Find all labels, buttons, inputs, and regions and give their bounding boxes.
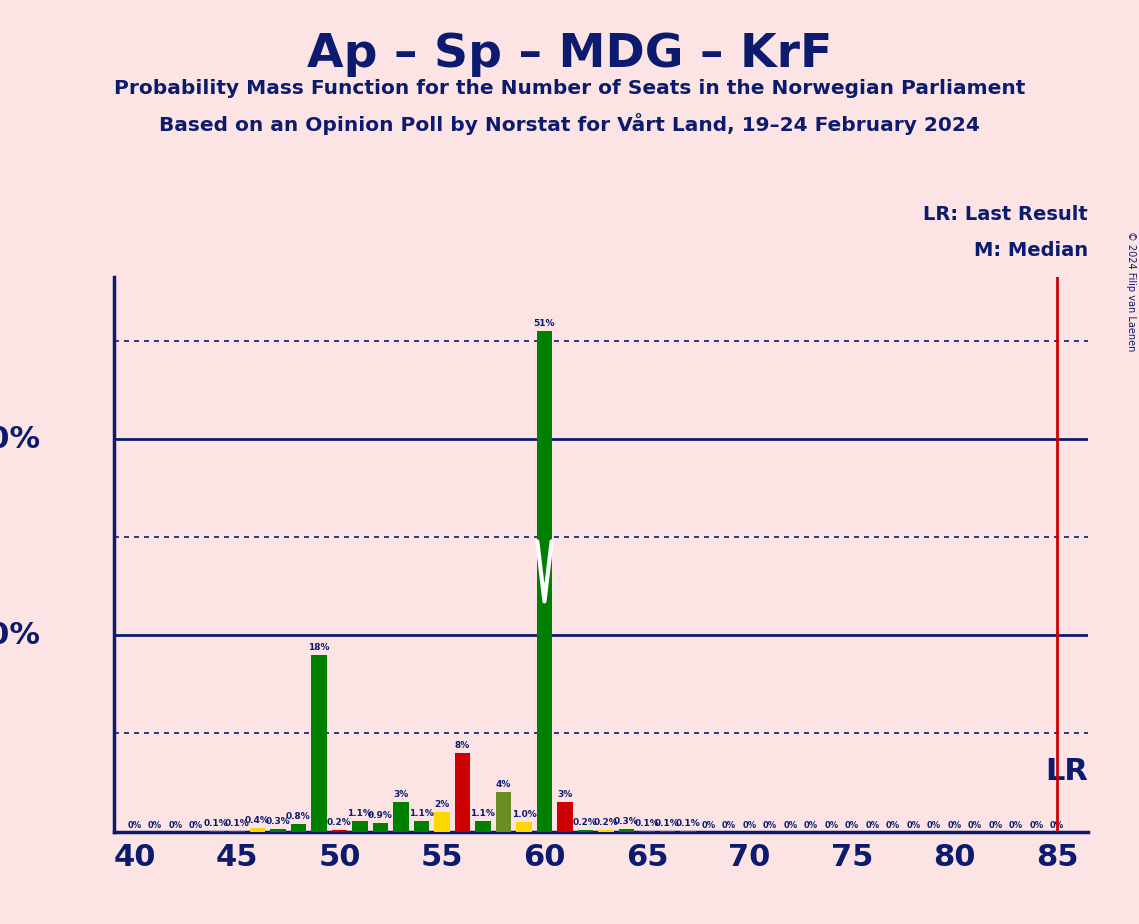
Text: Probability Mass Function for the Number of Seats in the Norwegian Parliament: Probability Mass Function for the Number… bbox=[114, 79, 1025, 98]
Text: 0%: 0% bbox=[866, 821, 879, 830]
Text: 0%: 0% bbox=[845, 821, 859, 830]
Text: 0%: 0% bbox=[804, 821, 818, 830]
Text: 0.1%: 0.1% bbox=[224, 819, 249, 828]
Text: 0.1%: 0.1% bbox=[634, 819, 659, 828]
Text: 0%: 0% bbox=[148, 821, 162, 830]
Text: 1.0%: 1.0% bbox=[511, 809, 536, 819]
Text: 20%: 20% bbox=[0, 621, 41, 650]
Text: 51%: 51% bbox=[534, 319, 555, 328]
Bar bbox=[393, 802, 409, 832]
Text: 0.3%: 0.3% bbox=[265, 817, 290, 826]
Text: 1.1%: 1.1% bbox=[470, 808, 495, 818]
Bar bbox=[208, 831, 224, 832]
Text: 0%: 0% bbox=[743, 821, 756, 830]
Bar bbox=[311, 655, 327, 832]
Text: 0.3%: 0.3% bbox=[614, 817, 639, 826]
Text: 0%: 0% bbox=[886, 821, 900, 830]
Text: 4%: 4% bbox=[495, 781, 511, 789]
Text: 18%: 18% bbox=[309, 643, 329, 652]
Text: Based on an Opinion Poll by Norstat for Vårt Land, 19–24 February 2024: Based on an Opinion Poll by Norstat for … bbox=[159, 113, 980, 135]
Text: 3%: 3% bbox=[393, 790, 409, 799]
Text: © 2024 Filip van Laenen: © 2024 Filip van Laenen bbox=[1126, 231, 1136, 351]
Text: 0%: 0% bbox=[989, 821, 1002, 830]
Bar bbox=[331, 830, 347, 832]
Bar bbox=[290, 824, 306, 832]
Bar bbox=[229, 831, 245, 832]
Bar bbox=[372, 822, 388, 832]
Text: 0.9%: 0.9% bbox=[368, 811, 393, 820]
Bar bbox=[270, 829, 286, 832]
Text: 0.1%: 0.1% bbox=[204, 819, 229, 828]
Bar bbox=[434, 812, 450, 832]
Text: 0%: 0% bbox=[825, 821, 838, 830]
Bar bbox=[639, 831, 655, 832]
Bar bbox=[475, 821, 491, 832]
Text: 0.1%: 0.1% bbox=[655, 819, 680, 828]
Text: 0%: 0% bbox=[968, 821, 982, 830]
Text: 0%: 0% bbox=[763, 821, 777, 830]
Text: LR: LR bbox=[1044, 757, 1088, 785]
Text: 0.8%: 0.8% bbox=[286, 812, 311, 821]
Text: 1.1%: 1.1% bbox=[409, 808, 434, 818]
Text: 0%: 0% bbox=[907, 821, 920, 830]
Text: 40%: 40% bbox=[0, 425, 41, 454]
Text: 0%: 0% bbox=[722, 821, 736, 830]
Bar bbox=[249, 828, 265, 832]
Text: 0.2%: 0.2% bbox=[593, 818, 618, 827]
Text: 0%: 0% bbox=[1050, 821, 1064, 830]
Bar bbox=[680, 831, 696, 832]
Text: 0.1%: 0.1% bbox=[675, 819, 700, 828]
Text: 1.1%: 1.1% bbox=[347, 808, 372, 818]
Text: 0%: 0% bbox=[927, 821, 941, 830]
Bar bbox=[495, 793, 511, 832]
Text: 0%: 0% bbox=[169, 821, 182, 830]
Bar bbox=[618, 829, 634, 832]
Bar bbox=[598, 830, 614, 832]
Text: M: Median: M: Median bbox=[974, 241, 1088, 261]
Text: 0.2%: 0.2% bbox=[573, 818, 598, 827]
Bar bbox=[413, 821, 429, 832]
Text: 0%: 0% bbox=[702, 821, 715, 830]
Text: 3%: 3% bbox=[557, 790, 573, 799]
Text: 0%: 0% bbox=[784, 821, 797, 830]
Text: 0%: 0% bbox=[948, 821, 961, 830]
Text: 0%: 0% bbox=[128, 821, 141, 830]
Text: Ap – Sp – MDG – KrF: Ap – Sp – MDG – KrF bbox=[306, 32, 833, 78]
Bar bbox=[516, 821, 532, 832]
Text: LR: Last Result: LR: Last Result bbox=[923, 205, 1088, 225]
Text: 2%: 2% bbox=[434, 800, 450, 809]
Bar bbox=[352, 821, 368, 832]
Text: 0.2%: 0.2% bbox=[327, 818, 352, 827]
Text: 8%: 8% bbox=[454, 741, 470, 750]
Bar bbox=[454, 753, 470, 832]
Text: 0%: 0% bbox=[189, 821, 203, 830]
Bar bbox=[659, 831, 675, 832]
Bar bbox=[557, 802, 573, 832]
Text: 0.4%: 0.4% bbox=[245, 816, 270, 825]
Text: 0%: 0% bbox=[1030, 821, 1043, 830]
Text: 0%: 0% bbox=[1009, 821, 1023, 830]
Bar bbox=[577, 830, 593, 832]
Bar bbox=[536, 331, 552, 832]
